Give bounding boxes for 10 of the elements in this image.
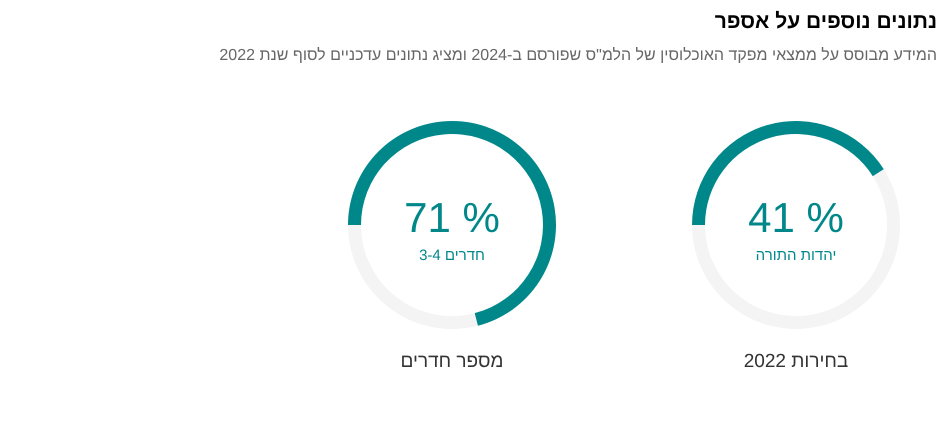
chart-title: נתונים נוספים על אספר xyxy=(714,9,937,35)
data-label: 41 % xyxy=(747,194,845,242)
donut-slice xyxy=(692,169,900,329)
data-label: 71 % xyxy=(403,194,501,242)
donut-slice xyxy=(348,121,556,326)
slice-label: חדרים 3-4 xyxy=(418,247,486,265)
text: מספר חדרים xyxy=(400,351,504,373)
chart-subtitle: המידע מבוסס על ממצאי מפקד האוכלוסין של הלמ"ס שפורסם ב-2024 ומציג נתונים עדכניים לסוף שנת 2022 xyxy=(219,46,937,66)
text: בחירות 2022 xyxy=(742,351,850,373)
slice-label: יהדות התורה xyxy=(754,247,838,265)
